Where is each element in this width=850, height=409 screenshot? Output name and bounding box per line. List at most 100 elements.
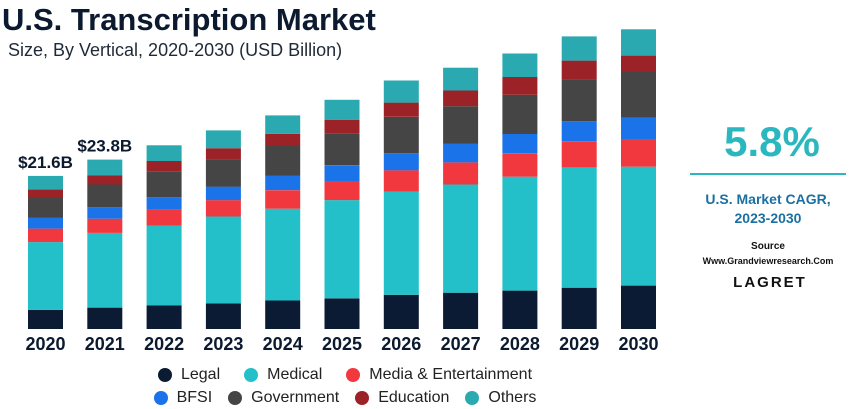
legend-item-legal: Legal bbox=[157, 366, 220, 384]
bar-2020-education bbox=[28, 189, 63, 198]
x-tick-label: 2023 bbox=[203, 334, 243, 354]
bar-2025-legal bbox=[324, 298, 360, 329]
cagr-label-line1: U.S. Market CAGR, bbox=[705, 191, 831, 207]
bar-2023-government bbox=[205, 159, 241, 187]
bar-2020-media-and-entertainment bbox=[28, 228, 63, 243]
legend-item-media-and-entertainment: Media & Entertainment bbox=[346, 366, 532, 384]
bar-2021-legal bbox=[87, 307, 123, 329]
legend-swatch bbox=[228, 391, 243, 405]
bar-2026-government bbox=[383, 116, 419, 154]
legend-label: BFSI bbox=[176, 389, 213, 406]
bar-2026-legal bbox=[383, 294, 419, 329]
bar-2023-media-and-entertainment bbox=[205, 200, 241, 217]
bar-2025-education bbox=[324, 119, 360, 134]
bar-2024-media-and-entertainment bbox=[265, 190, 301, 209]
legend-item-others: Others bbox=[465, 389, 536, 407]
x-tick-label: 2030 bbox=[618, 334, 658, 354]
legend-swatch bbox=[244, 368, 259, 382]
cagr-value: 5.8% bbox=[724, 118, 820, 165]
bar-2026-bfsi bbox=[383, 153, 419, 171]
bar-2027-bfsi bbox=[443, 143, 479, 163]
bar-2027-education bbox=[443, 90, 479, 107]
bar-2026-education bbox=[383, 102, 419, 117]
legend-swatch bbox=[355, 391, 370, 405]
bar-2024-education bbox=[265, 133, 301, 146]
bar-2028-legal bbox=[502, 290, 538, 329]
source-label: Source bbox=[751, 241, 785, 252]
bar-2027-government bbox=[443, 106, 479, 144]
bar-2023-medical bbox=[205, 216, 241, 304]
bar-2026-others bbox=[383, 80, 419, 103]
bar-2025-government bbox=[324, 133, 360, 166]
bar-2030-government bbox=[621, 72, 656, 118]
legend-label: Government bbox=[251, 389, 340, 406]
bar-2027-others bbox=[443, 67, 479, 91]
bar-2027-legal bbox=[443, 292, 479, 329]
bar-2022-legal bbox=[146, 305, 182, 329]
legend-swatch bbox=[153, 391, 168, 405]
x-tick-label: 2021 bbox=[85, 334, 125, 354]
bar-2028-government bbox=[502, 94, 538, 134]
bar-2022-education bbox=[146, 161, 182, 172]
bar-2024-medical bbox=[265, 208, 301, 301]
bar-2024-others bbox=[265, 115, 301, 134]
logo: LAGRET bbox=[733, 274, 807, 291]
bar-2021-others bbox=[87, 159, 123, 176]
bar-2022-bfsi bbox=[146, 197, 182, 210]
bar-2026-media-and-entertainment bbox=[383, 170, 419, 192]
bar-2020-medical bbox=[28, 242, 63, 310]
bar-2020-others bbox=[28, 175, 63, 190]
chart-title: U.S. Transcription Market bbox=[2, 2, 376, 37]
bar-2028-others bbox=[502, 53, 538, 77]
legend-label: Others bbox=[488, 389, 537, 406]
bar-2021-medical bbox=[87, 232, 123, 308]
bar-2020-government bbox=[28, 198, 63, 218]
bar-2025-bfsi bbox=[324, 165, 360, 182]
legend-label: Media & Entertainment bbox=[369, 366, 533, 383]
bar-2021-education bbox=[87, 175, 123, 185]
bar-2029-others bbox=[561, 36, 597, 61]
legend-item-government: Government bbox=[228, 389, 339, 407]
bar-2027-medical bbox=[443, 184, 479, 293]
bar-2025-media-and-entertainment bbox=[324, 181, 360, 201]
bar-2030-education bbox=[621, 55, 656, 72]
legend-swatch bbox=[465, 391, 480, 405]
legend-label: Medical bbox=[267, 366, 323, 383]
x-tick-label: 2026 bbox=[381, 334, 421, 354]
x-tick-label: 2025 bbox=[322, 334, 362, 354]
cagr-divider bbox=[690, 173, 846, 175]
bar-2029-government bbox=[561, 79, 597, 122]
bar-2023-legal bbox=[205, 303, 241, 329]
data-label-2021: $23.8B bbox=[77, 137, 132, 156]
legend-label: Education bbox=[378, 389, 450, 406]
bar-2023-others bbox=[205, 130, 241, 149]
cagr-label: U.S. Market CAGR, 2023-2030 bbox=[690, 190, 846, 228]
bar-2029-legal bbox=[561, 287, 597, 329]
source-url: Www.Grandviewresearch.Com bbox=[702, 256, 834, 266]
bar-2022-media-and-entertainment bbox=[146, 209, 182, 226]
bar-2024-government bbox=[265, 146, 301, 176]
legend-row-1: Legal Medical Media & Entertainment bbox=[0, 366, 690, 384]
bar-2028-education bbox=[502, 77, 538, 95]
bar-2025-medical bbox=[324, 200, 360, 299]
x-tick-label: 2024 bbox=[263, 334, 303, 354]
bar-2030-others bbox=[621, 29, 656, 56]
bar-2028-medical bbox=[502, 176, 538, 291]
bar-2029-media-and-entertainment bbox=[561, 141, 597, 168]
bar-2028-bfsi bbox=[502, 133, 538, 154]
bar-2026-medical bbox=[383, 191, 419, 295]
x-tick-label: 2022 bbox=[144, 334, 184, 354]
bar-2021-government bbox=[87, 184, 123, 208]
cagr-label-line2: 2023-2030 bbox=[734, 210, 802, 226]
bar-2025-others bbox=[324, 99, 360, 120]
bar-2020-bfsi bbox=[28, 217, 63, 229]
legend-swatch bbox=[346, 368, 361, 382]
bar-2021-media-and-entertainment bbox=[87, 218, 123, 233]
legend-item-education: Education bbox=[355, 389, 449, 407]
bar-2024-legal bbox=[265, 300, 301, 329]
bar-2029-education bbox=[561, 60, 597, 80]
chart-subtitle: Size, By Vertical, 2020-2030 (USD Billio… bbox=[8, 40, 343, 60]
bar-2022-government bbox=[146, 171, 182, 198]
x-tick-label: 2028 bbox=[500, 334, 540, 354]
legend-item-bfsi: BFSI bbox=[153, 389, 213, 407]
